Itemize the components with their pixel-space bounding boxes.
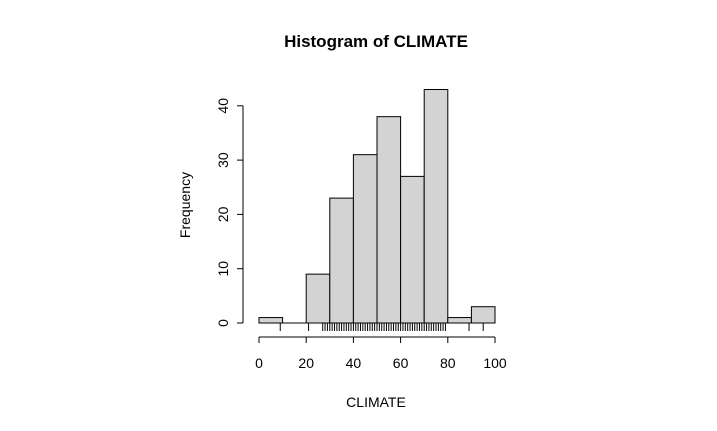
histogram-bar (447, 317, 472, 324)
rug-layer (279, 323, 484, 331)
histogram-bar (470, 306, 496, 324)
histogram-bar (352, 154, 378, 324)
histogram-bar (400, 175, 425, 324)
x-axis: 0 20 40 60 80 100 (255, 336, 507, 371)
y-tick-label: 40 (215, 98, 231, 114)
histogram-bar (258, 317, 284, 324)
x-tick-label: 20 (298, 355, 314, 371)
y-tick-label: 30 (215, 152, 231, 168)
x-tick-label: 60 (393, 355, 409, 371)
x-axis-label: CLIMATE (346, 394, 406, 410)
histogram-bar (423, 89, 449, 324)
y-axis: 0 10 20 30 40 (215, 98, 244, 327)
x-tick-label: 40 (346, 355, 362, 371)
y-tick-label: 20 (215, 206, 231, 222)
histogram-bar (329, 197, 354, 324)
y-tick-label: 10 (215, 261, 231, 277)
histogram-bar (305, 273, 331, 324)
histogram-bar (376, 116, 402, 324)
x-tick-label: 80 (440, 355, 456, 371)
y-axis-label: Frequency (177, 172, 193, 238)
y-tick-label: 0 (215, 319, 231, 327)
chart-title: Histogram of CLIMATE (284, 32, 468, 51)
x-tick-label: 100 (483, 355, 507, 371)
bars-layer (258, 89, 496, 324)
x-tick-label: 0 (255, 355, 263, 371)
